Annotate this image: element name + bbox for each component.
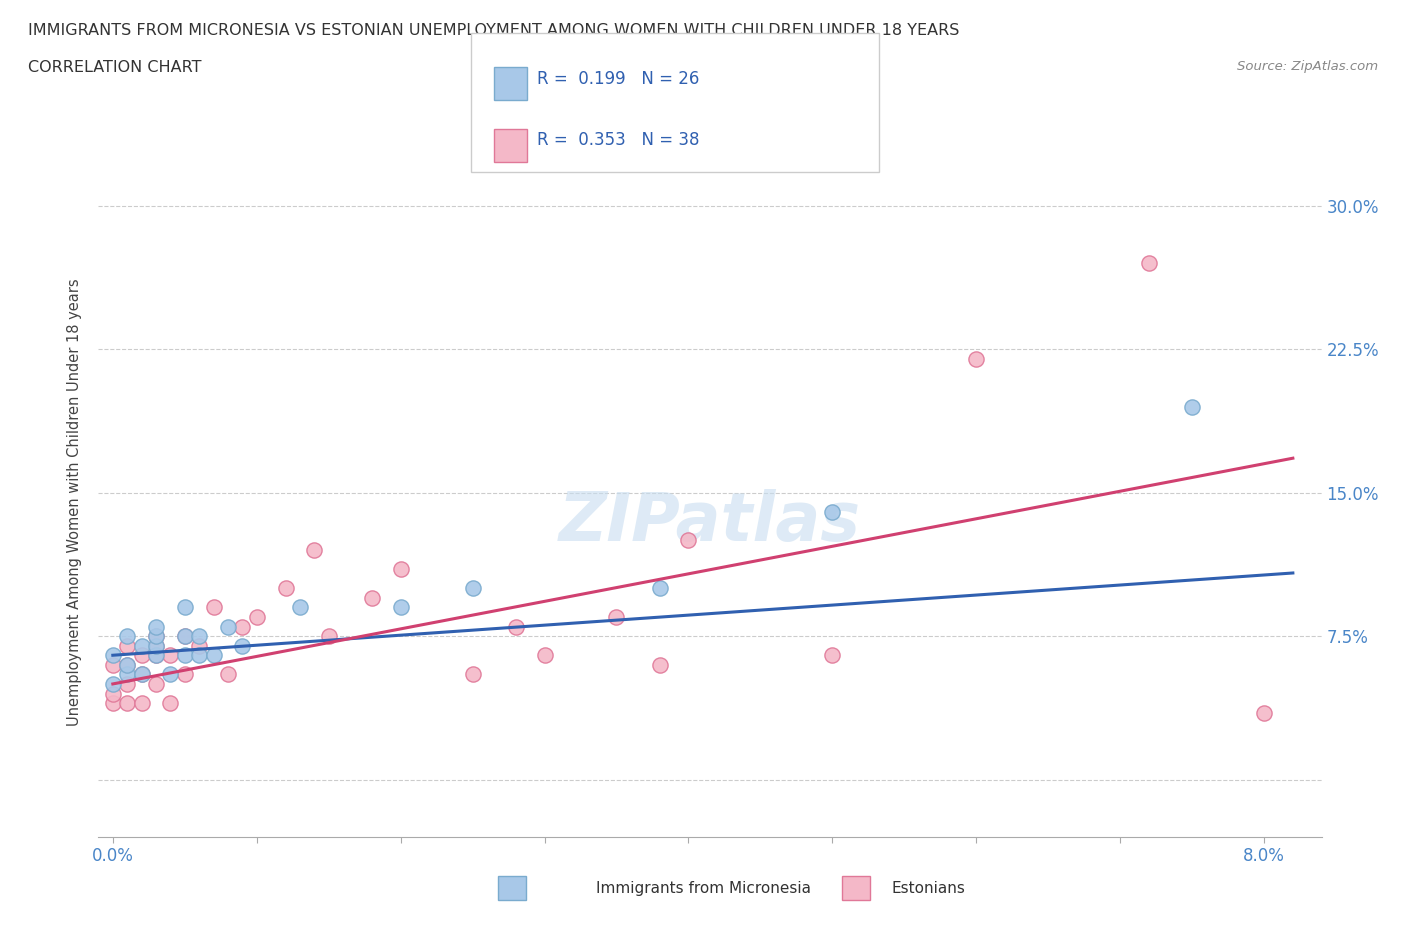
Point xyxy=(173,600,195,615)
Point xyxy=(678,533,700,548)
Text: R =  0.353   N = 38: R = 0.353 N = 38 xyxy=(537,131,700,149)
Point xyxy=(648,581,671,596)
Point xyxy=(145,648,167,663)
Point xyxy=(115,638,138,653)
Point xyxy=(145,629,167,644)
Point xyxy=(115,676,138,691)
Y-axis label: Unemployment Among Women with Children Under 18 years: Unemployment Among Women with Children U… xyxy=(67,278,83,726)
Point xyxy=(246,609,269,624)
Point xyxy=(304,542,326,557)
Point xyxy=(360,591,382,605)
Point xyxy=(505,619,527,634)
Point xyxy=(159,648,181,663)
Point xyxy=(188,629,211,644)
Point xyxy=(131,638,153,653)
Text: ZIPatlas: ZIPatlas xyxy=(560,489,860,555)
Point xyxy=(101,686,124,701)
Point xyxy=(101,658,124,672)
Point xyxy=(173,629,195,644)
Point xyxy=(202,600,225,615)
Text: Immigrants from Micronesia: Immigrants from Micronesia xyxy=(596,881,810,896)
Point xyxy=(145,648,167,663)
Point xyxy=(131,667,153,682)
Point xyxy=(461,581,484,596)
Point xyxy=(115,629,138,644)
Point xyxy=(318,629,340,644)
Point xyxy=(202,648,225,663)
Point xyxy=(1181,399,1204,414)
Point xyxy=(101,648,124,663)
Point xyxy=(274,581,297,596)
Point xyxy=(173,648,195,663)
Point xyxy=(821,504,844,519)
Point xyxy=(131,648,153,663)
Point xyxy=(173,667,195,682)
Point xyxy=(145,676,167,691)
Point xyxy=(145,629,167,644)
Text: Estonians: Estonians xyxy=(891,881,965,896)
Text: Source: ZipAtlas.com: Source: ZipAtlas.com xyxy=(1237,60,1378,73)
Point xyxy=(131,696,153,711)
Point xyxy=(1253,705,1275,720)
Point xyxy=(231,638,253,653)
Point xyxy=(101,696,124,711)
Point xyxy=(115,658,138,672)
Point xyxy=(145,638,167,653)
Point xyxy=(389,562,412,577)
Point xyxy=(533,648,555,663)
Point xyxy=(131,667,153,682)
Point xyxy=(1137,256,1160,271)
Point xyxy=(231,619,253,634)
Point xyxy=(965,352,987,366)
Point xyxy=(217,619,239,634)
Point xyxy=(101,676,124,691)
Point xyxy=(115,667,138,682)
Point xyxy=(389,600,412,615)
Point xyxy=(217,667,239,682)
Point xyxy=(288,600,311,615)
Point xyxy=(188,648,211,663)
Point xyxy=(821,648,844,663)
Text: IMMIGRANTS FROM MICRONESIA VS ESTONIAN UNEMPLOYMENT AMONG WOMEN WITH CHILDREN UN: IMMIGRANTS FROM MICRONESIA VS ESTONIAN U… xyxy=(28,23,959,38)
Point xyxy=(648,658,671,672)
Point xyxy=(159,667,181,682)
Point xyxy=(188,638,211,653)
Point xyxy=(461,667,484,682)
Point xyxy=(145,638,167,653)
Point xyxy=(115,658,138,672)
Point xyxy=(605,609,627,624)
Point xyxy=(145,619,167,634)
Text: CORRELATION CHART: CORRELATION CHART xyxy=(28,60,201,75)
Point xyxy=(159,696,181,711)
Point xyxy=(115,696,138,711)
Text: R =  0.199   N = 26: R = 0.199 N = 26 xyxy=(537,70,699,88)
Point xyxy=(173,629,195,644)
